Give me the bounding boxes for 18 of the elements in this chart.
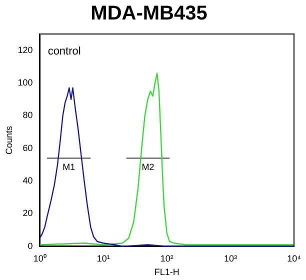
y-tick-label: 120 (18, 44, 33, 55)
annotation: control (48, 46, 81, 58)
y-tick-label: 100 (18, 78, 33, 88)
series-label: M2 (142, 162, 154, 172)
x-tick-label: 10³ (224, 253, 237, 264)
y-axis-title: Counts (4, 125, 14, 154)
series-label: M1 (62, 162, 76, 172)
y-tick-label: 80 (22, 110, 33, 120)
y-tick-label: 40 (22, 176, 33, 186)
x-axis-title: FL1-H (154, 267, 180, 278)
x-tick-label: 10⁴ (287, 253, 302, 264)
x-tick-label: 10² (160, 253, 174, 264)
y-tick-label: 60 (22, 142, 33, 153)
chart-title: MDA-MB435 (90, 2, 208, 25)
x-tick-label: 10¹ (96, 253, 110, 264)
y-tick-label: 0 (28, 240, 33, 251)
y-tick-label: 20 (22, 208, 33, 218)
x-tick-label: 10⁰ (33, 253, 46, 264)
